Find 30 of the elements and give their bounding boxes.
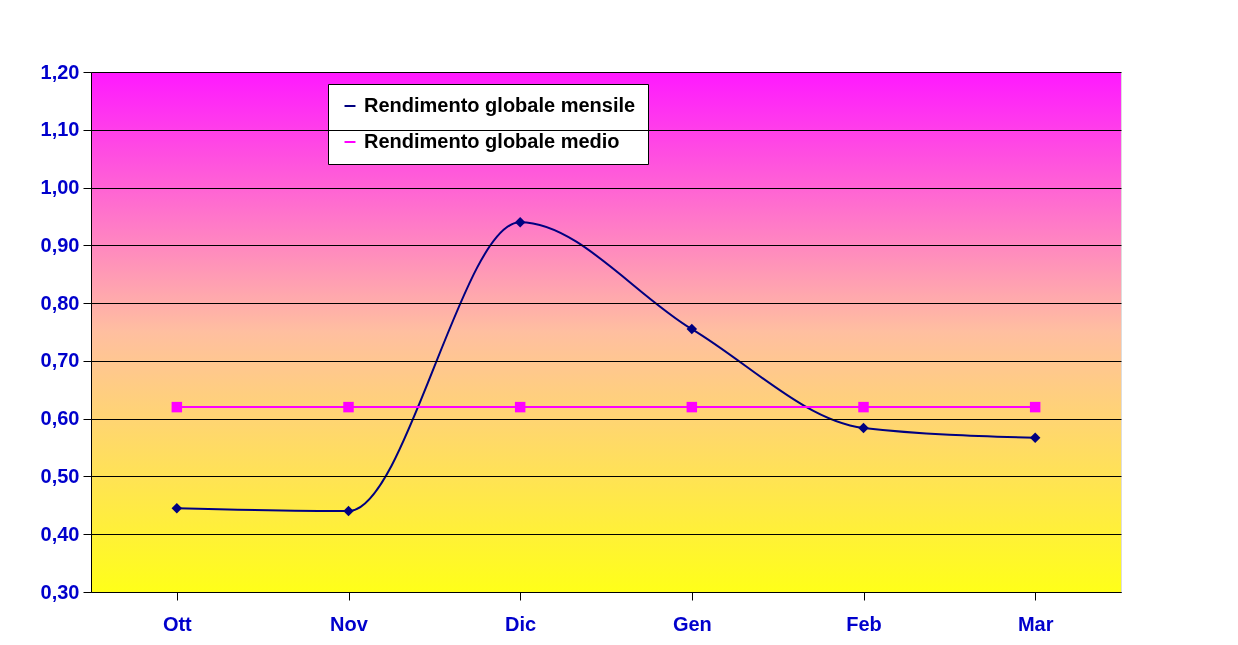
x-tick-label: Ott <box>162 612 193 635</box>
x-tick-label: Feb <box>846 612 882 635</box>
y-tick-label: 0,60 <box>40 407 80 430</box>
point <box>858 422 869 434</box>
point <box>514 401 526 413</box>
legend-label: Rendimento globale medio <box>364 130 620 152</box>
y-tick-label: 1,20 <box>40 60 80 83</box>
point <box>171 401 183 413</box>
y-tick-label: 0,90 <box>40 233 80 256</box>
y-tick-label: 1,10 <box>40 118 80 141</box>
y-tick-label: 1,00 <box>40 176 80 199</box>
point <box>514 216 526 228</box>
point <box>858 401 869 413</box>
point <box>171 502 183 514</box>
x-tick-label: Mar <box>1017 612 1054 635</box>
point <box>686 323 698 335</box>
legend-label: Rendimento globale mensile <box>364 94 636 116</box>
point <box>343 401 354 413</box>
y-tick-label: 0,50 <box>40 464 80 487</box>
x-tick-label: Nov <box>330 612 369 635</box>
point <box>343 505 354 517</box>
point <box>1029 432 1041 443</box>
y-tick-label: 0,80 <box>40 291 80 314</box>
y-tick-label: 0,70 <box>40 349 80 372</box>
y-tick-label: 0,30 <box>40 580 80 603</box>
x-tick-label: Dic <box>505 612 537 635</box>
y-tick-label: 0,40 <box>40 522 80 545</box>
point <box>1029 401 1041 413</box>
point <box>686 401 698 413</box>
x-tick-label: Gen <box>672 612 712 635</box>
